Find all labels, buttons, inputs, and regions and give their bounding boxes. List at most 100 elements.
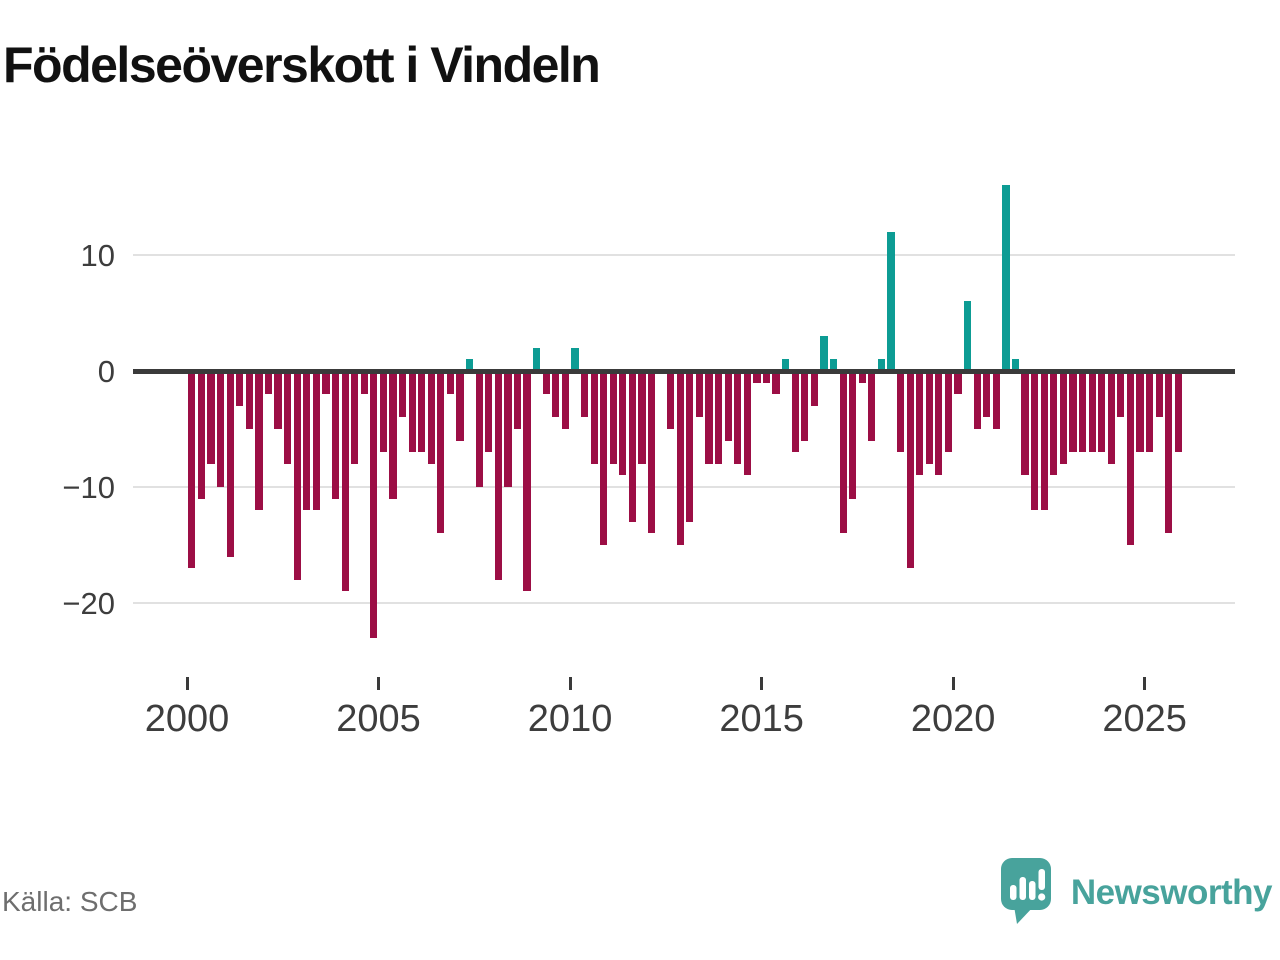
gridline-y--10: [133, 486, 1235, 488]
bar-2014Q3: [743, 371, 751, 476]
bar-2004Q4: [370, 371, 378, 638]
newsworthy-bubble-chart-icon: [1000, 858, 1053, 928]
bar-2012Q3: [667, 371, 675, 429]
x-axis-label-2000: 2000: [144, 698, 230, 740]
bar-2016Q2: [810, 371, 818, 406]
bar-2000Q3: [207, 371, 215, 464]
bar-2020Q3: [973, 371, 981, 429]
bar-2002Q4: [293, 371, 301, 580]
bar-2004Q3: [360, 371, 368, 395]
bar-2013Q4: [715, 371, 723, 464]
newsworthy-wordmark: Newsworthy: [1070, 873, 1273, 912]
bar-2014Q1: [724, 371, 732, 441]
bar-2023Q4: [1098, 371, 1106, 453]
x-axis-label-2010: 2010: [527, 698, 613, 740]
bar-2024Q1: [1107, 371, 1115, 464]
bar-2004Q2: [351, 371, 359, 464]
bar-2017Q1: [839, 371, 847, 534]
bar-2020Q1: [954, 371, 962, 395]
bar-2009Q1: [533, 347, 541, 371]
bar-2022Q4: [1059, 371, 1067, 464]
bar-2019Q4: [944, 371, 953, 453]
bar-2023Q1: [1069, 371, 1077, 453]
bar-2015Q1: [762, 371, 771, 383]
bar-2010Q1: [571, 347, 579, 371]
x-axis-tick-2015: [760, 677, 764, 690]
bar-2025Q1: [1146, 371, 1154, 453]
bar-2001Q3: [245, 371, 253, 429]
x-axis-label-2025: 2025: [1102, 698, 1187, 740]
bar-2024Q4: [1136, 371, 1144, 453]
x-axis-tick-2005: [377, 677, 381, 690]
bar-2021Q4: [1021, 371, 1029, 476]
bar-2009Q3: [552, 371, 560, 418]
bar-2014Q4: [753, 371, 761, 383]
bar-2000Q2: [197, 371, 206, 499]
x-axis-label-2020: 2020: [910, 698, 996, 740]
bar-2024Q2: [1117, 371, 1125, 418]
bar-2018Q2: [887, 231, 895, 371]
x-axis-tick-2000: [185, 677, 189, 690]
bar-2002Q2: [274, 371, 282, 429]
bar-2006Q1: [418, 371, 426, 453]
bar-2018Q3: [896, 371, 905, 453]
y-axis-label-0: 0: [97, 354, 115, 389]
bar-2006Q4: [446, 371, 455, 395]
gridline-y--20: [133, 602, 1235, 604]
chart-title: Födelseöverskott i Vindeln: [3, 37, 601, 93]
y-axis-label--20: −20: [62, 586, 115, 621]
bar-2023Q2: [1078, 371, 1087, 453]
bar-2000Q1: [188, 371, 196, 569]
x-axis-tick-2025: [1143, 677, 1147, 690]
bar-2005Q3: [398, 371, 407, 418]
bar-2006Q2: [427, 371, 435, 464]
bar-2001Q2: [236, 371, 244, 406]
bar-2008Q1: [494, 371, 502, 580]
bar-2010Q4: [600, 371, 608, 545]
bar-2015Q2: [772, 371, 780, 395]
bar-2020Q2: [964, 301, 972, 371]
bar-2009Q2: [542, 371, 550, 395]
bar-2021Q3: [1011, 359, 1020, 371]
bar-2018Q1: [877, 359, 886, 371]
bar-2003Q1: [303, 371, 311, 511]
bar-2015Q4: [791, 371, 799, 453]
bar-2016Q4: [829, 359, 838, 371]
bar-2001Q4: [255, 371, 263, 511]
bar-2006Q3: [437, 371, 445, 534]
bar-2019Q2: [925, 371, 933, 464]
bar-2001Q1: [226, 371, 234, 557]
bar-2010Q3: [590, 371, 598, 464]
x-axis-tick-2020: [951, 677, 955, 690]
bar-2008Q3: [513, 371, 522, 429]
zero-axis-line: [133, 368, 1235, 374]
x-axis-tick-2010: [568, 677, 572, 690]
bar-2000Q4: [217, 371, 225, 487]
x-axis-label-2005: 2005: [336, 698, 421, 740]
bar-2014Q2: [734, 371, 742, 464]
bar-2007Q4: [485, 371, 493, 453]
bar-2007Q2: [466, 359, 474, 371]
bar-2020Q4: [983, 371, 991, 418]
bar-2025Q2: [1155, 371, 1163, 418]
bar-2012Q4: [676, 371, 684, 545]
bar-2005Q4: [408, 371, 416, 453]
x-axis-label-2015: 2015: [719, 698, 804, 740]
gridline-y-10: [133, 254, 1235, 256]
bar-2008Q4: [523, 371, 531, 592]
bar-2003Q3: [322, 371, 330, 395]
bar-2009Q4: [561, 371, 569, 429]
newsworthy-logo: Newsworthy: [1000, 858, 1273, 928]
bar-2013Q3: [705, 371, 713, 464]
bar-2022Q3: [1050, 371, 1058, 476]
bar-2017Q3: [858, 371, 866, 383]
bar-2003Q4: [331, 371, 340, 499]
bar-2019Q3: [935, 371, 943, 476]
bar-2005Q1: [379, 371, 388, 453]
bar-2003Q2: [312, 371, 320, 511]
bar-2024Q3: [1126, 371, 1135, 545]
bar-2021Q2: [1002, 185, 1010, 371]
bar-2018Q4: [906, 371, 914, 569]
bar-2002Q3: [284, 371, 292, 464]
